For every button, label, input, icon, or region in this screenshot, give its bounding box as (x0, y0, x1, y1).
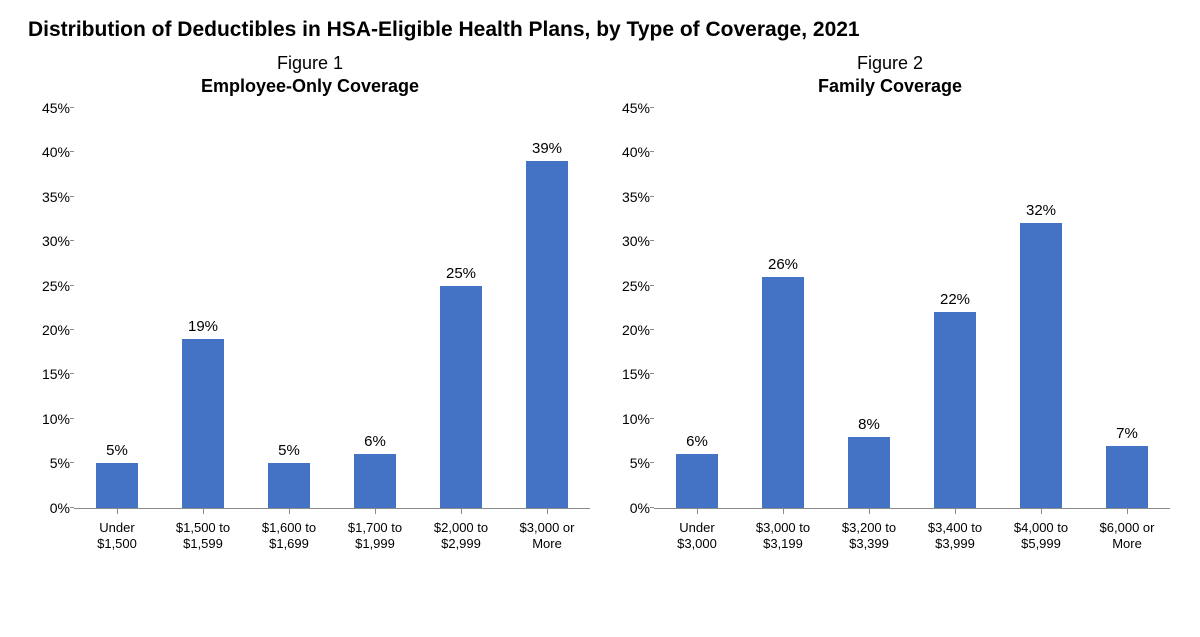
figure-number: Figure 1 (30, 52, 590, 75)
y-axis-label: 30% (610, 233, 650, 249)
y-axis-label: 10% (610, 411, 650, 427)
chart-plot: 0%5%10%15%20%25%30%35%40%45%6%26%8%22%32… (654, 109, 1170, 553)
chart-panel-family: Figure 2 Family Coverage 0% 5% 10% 15% 20% 25… (600, 52, 1180, 552)
bar-rect (676, 454, 717, 507)
figure-title: Employee-Only Coverage (30, 75, 590, 98)
bar: 19% (160, 109, 246, 508)
y-tick (70, 107, 74, 108)
bar: 7% (1084, 109, 1170, 508)
y-axis-label: 10% (30, 411, 70, 427)
bar-value-label: 5% (278, 442, 300, 459)
chart-panel-employee-only: Figure 1 Employee-Only Coverage 0% 5% 10% 1… (20, 52, 600, 552)
x-tick (697, 509, 698, 514)
bar: 8% (826, 109, 912, 508)
x-axis-label: Under$3,000 (654, 520, 740, 553)
x-tick (955, 509, 956, 514)
y-axis-label: 25% (30, 278, 70, 294)
bar: 6% (654, 109, 740, 508)
x-axis-label: $1,700 to$1,999 (332, 520, 418, 553)
bar-value-label: 26% (768, 256, 798, 273)
x-axis-label: $1,500 to$1,599 (160, 520, 246, 553)
x-tick (203, 509, 204, 514)
bar-value-label: 32% (1026, 202, 1056, 219)
bar-value-label: 39% (532, 140, 562, 157)
y-axis-label: 15% (610, 366, 650, 382)
bar-value-label: 25% (446, 265, 476, 282)
charts-row: Figure 1 Employee-Only Coverage 0% 5% 10% 1… (0, 42, 1200, 552)
bar-rect (354, 454, 395, 507)
y-tick (650, 107, 654, 108)
x-axis-label: $3,000 orMore (504, 520, 590, 553)
x-axis-label: $2,000 to$2,999 (418, 520, 504, 553)
chart-plot: 0%5%10%15%20%25%30%35%40%45%5%19%5%6%25%… (74, 109, 590, 553)
x-tick (783, 509, 784, 514)
y-axis-label: 20% (30, 322, 70, 338)
chart-caption: Figure 2 Family Coverage (610, 52, 1170, 99)
bar-value-label: 5% (106, 442, 128, 459)
y-axis-label: 30% (30, 233, 70, 249)
figure-number: Figure 2 (610, 52, 1170, 75)
figure-title: Family Coverage (610, 75, 1170, 98)
bar-value-label: 7% (1116, 425, 1138, 442)
bar-rect (440, 286, 481, 508)
bar-rect (268, 463, 309, 507)
bar: 39% (504, 109, 590, 508)
y-axis-label: 15% (30, 366, 70, 382)
bar-value-label: 19% (188, 318, 218, 335)
bar: 32% (998, 109, 1084, 508)
x-axis-label: Under$1,500 (74, 520, 160, 553)
y-axis-label: 0% (610, 500, 650, 516)
x-tick (461, 509, 462, 514)
y-axis-label: 25% (610, 278, 650, 294)
x-tick (547, 509, 548, 514)
x-axis-label: $3,000 to$3,199 (740, 520, 826, 553)
y-axis-label: 40% (610, 144, 650, 160)
bar-rect (1020, 223, 1061, 507)
x-axis-label: $4,000 to$5,999 (998, 520, 1084, 553)
x-tick (1041, 509, 1042, 514)
x-axis-label: $3,400 to$3,999 (912, 520, 998, 553)
chart-caption: Figure 1 Employee-Only Coverage (30, 52, 590, 99)
y-axis-label: 35% (610, 189, 650, 205)
bar-rect (182, 339, 223, 508)
x-tick (869, 509, 870, 514)
bar: 5% (74, 109, 160, 508)
bar: 5% (246, 109, 332, 508)
y-axis-label: 0% (30, 500, 70, 516)
y-axis-label: 5% (30, 455, 70, 471)
x-tick (375, 509, 376, 514)
bar-rect (526, 161, 567, 508)
bar-rect (1106, 446, 1147, 508)
bar: 6% (332, 109, 418, 508)
bar-rect (848, 437, 889, 508)
y-axis-label: 5% (610, 455, 650, 471)
bar-value-label: 6% (686, 433, 708, 450)
y-axis-label: 35% (30, 189, 70, 205)
bar-rect (934, 312, 975, 508)
bar-value-label: 22% (940, 291, 970, 308)
bar-value-label: 6% (364, 433, 386, 450)
y-axis-label: 45% (30, 100, 70, 116)
x-axis-label: $1,600 to$1,699 (246, 520, 332, 553)
bar-rect (762, 277, 803, 508)
bar-rect (96, 463, 137, 507)
x-axis-label: $6,000 orMore (1084, 520, 1170, 553)
y-axis-label: 40% (30, 144, 70, 160)
bar-value-label: 8% (858, 416, 880, 433)
y-axis-label: 20% (610, 322, 650, 338)
page-title: Distribution of Deductibles in HSA-Eligi… (0, 0, 1200, 42)
x-tick (1127, 509, 1128, 514)
bar: 22% (912, 109, 998, 508)
x-tick (117, 509, 118, 514)
bar: 26% (740, 109, 826, 508)
x-axis-label: $3,200 to$3,399 (826, 520, 912, 553)
x-tick (289, 509, 290, 514)
y-axis-label: 45% (610, 100, 650, 116)
bar: 25% (418, 109, 504, 508)
